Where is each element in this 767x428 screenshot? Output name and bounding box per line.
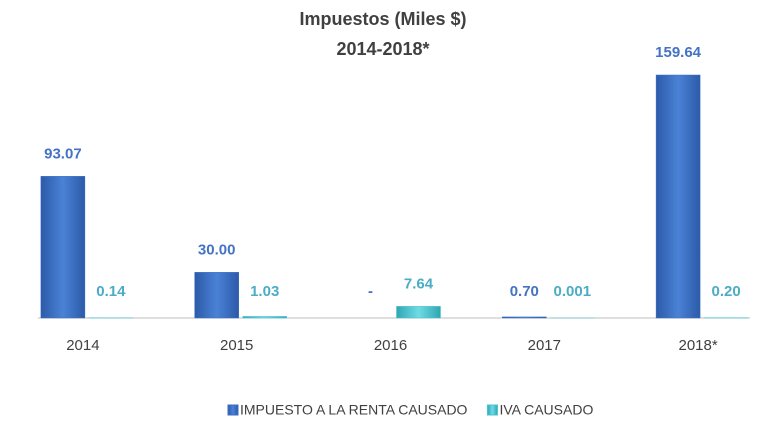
chart-title: Impuestos (Miles $) xyxy=(299,9,466,29)
bar xyxy=(502,317,546,318)
x-tick-label: 2018* xyxy=(678,337,717,354)
x-tick-label: 2017 xyxy=(528,337,561,354)
bar xyxy=(656,75,700,318)
legend-label: IVA CAUSADO xyxy=(499,402,593,418)
bar xyxy=(397,306,441,318)
legend-label: IMPUESTO A LA RENTA CAUSADO xyxy=(240,402,468,418)
value-label: 1.03 xyxy=(250,283,279,300)
value-label: 0.14 xyxy=(96,283,126,300)
bar xyxy=(41,176,85,318)
value-label: 159.64 xyxy=(655,44,702,61)
value-label: 93.07 xyxy=(44,145,82,162)
legend-swatch xyxy=(228,405,238,415)
value-label: 30.00 xyxy=(198,241,236,258)
x-tick-label: 2014 xyxy=(66,337,99,354)
legend-swatch xyxy=(487,405,497,415)
chart-subtitle: 2014-2018* xyxy=(336,39,429,59)
value-label: 0.70 xyxy=(510,283,539,300)
x-tick-label: 2016 xyxy=(374,337,407,354)
bar xyxy=(195,272,239,318)
value-label: 0.20 xyxy=(711,283,740,300)
value-label: 0.001 xyxy=(554,283,592,300)
value-label: - xyxy=(368,283,373,300)
bar xyxy=(243,316,287,318)
value-label: 7.64 xyxy=(404,275,434,292)
x-tick-label: 2015 xyxy=(220,337,253,354)
